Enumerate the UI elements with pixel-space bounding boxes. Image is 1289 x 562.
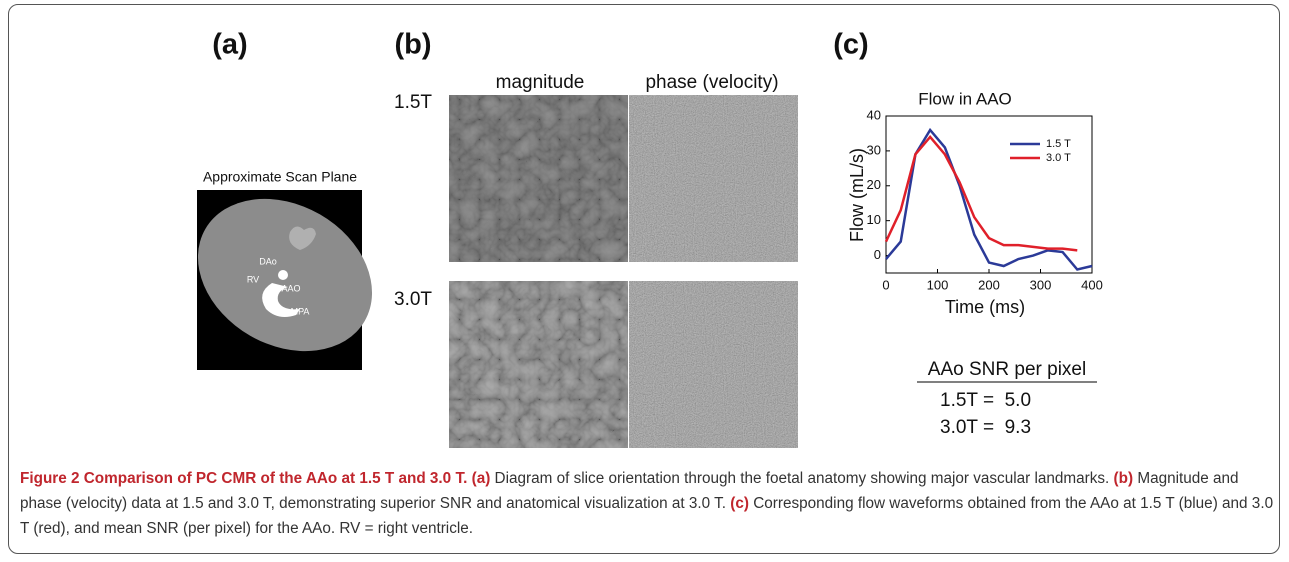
y-tick-label: 10	[867, 212, 881, 227]
x-tick-label: 0	[882, 277, 889, 292]
caption-text: Magnitude and phase (velocity) data at 1…	[20, 470, 1239, 512]
column-label: phase (velocity)	[645, 72, 778, 93]
snr-title: AAo SNR per pixel	[928, 359, 1086, 380]
y-tick-label: 40	[867, 107, 881, 122]
caption-text: Diagram of slice orientation through the…	[494, 470, 1110, 487]
chart-title: Flow in AAO	[918, 89, 1012, 108]
panel-label: (a)	[212, 29, 247, 61]
legend-label: 3.0 T	[1046, 152, 1071, 164]
panel-label: (b)	[394, 29, 431, 61]
caption-label: (c)	[730, 495, 749, 512]
caption-label: (b)	[1113, 470, 1134, 487]
row-label: 3.0T	[394, 289, 432, 310]
y-axis-label: Flow (mL/s)	[847, 148, 867, 242]
anatomy-label: DAo	[259, 256, 277, 266]
anatomy-label: MPA	[291, 306, 310, 316]
x-tick-label: 100	[927, 277, 949, 292]
mri-images	[449, 95, 798, 448]
figure: (a) (b) (c) Approximate Scan Plane DAo R…	[197, 29, 1103, 448]
column-label: magnitude	[496, 72, 585, 93]
y-tick-label: 30	[867, 142, 881, 157]
x-tick-label: 400	[1081, 277, 1103, 292]
y-tick-label: 0	[874, 247, 881, 262]
row-label: 1.5T	[394, 92, 432, 113]
caption-text: Corresponding flow waveforms obtained fr…	[20, 495, 1274, 537]
caption-title: Figure 2 Comparison of PC CMR of the AAo…	[20, 470, 468, 487]
caption-label: (a)	[471, 470, 491, 487]
legend-label: 1.5 T	[1046, 138, 1071, 150]
snr-row: 3.0T = 9.3	[940, 417, 1031, 438]
x-tick-label: 300	[1030, 277, 1052, 292]
anatomy-label: RV	[247, 274, 259, 284]
caption: Figure 2 Comparison of PC CMR of the AAo…	[20, 466, 1275, 541]
snr-row: 1.5T = 5.0	[940, 390, 1031, 411]
series-line	[885, 127, 1093, 271]
panel-label: (c)	[833, 29, 868, 61]
figure-frame	[8, 4, 1280, 554]
series-line	[884, 134, 1078, 252]
scan-title: Approximate Scan Plane	[203, 169, 357, 185]
x-tick-label: 200	[978, 277, 1000, 292]
scan-diagram	[197, 190, 373, 370]
y-tick-label: 20	[867, 177, 881, 192]
anatomy-label: AAO	[281, 283, 300, 293]
x-axis-label: Time (ms)	[945, 297, 1025, 317]
